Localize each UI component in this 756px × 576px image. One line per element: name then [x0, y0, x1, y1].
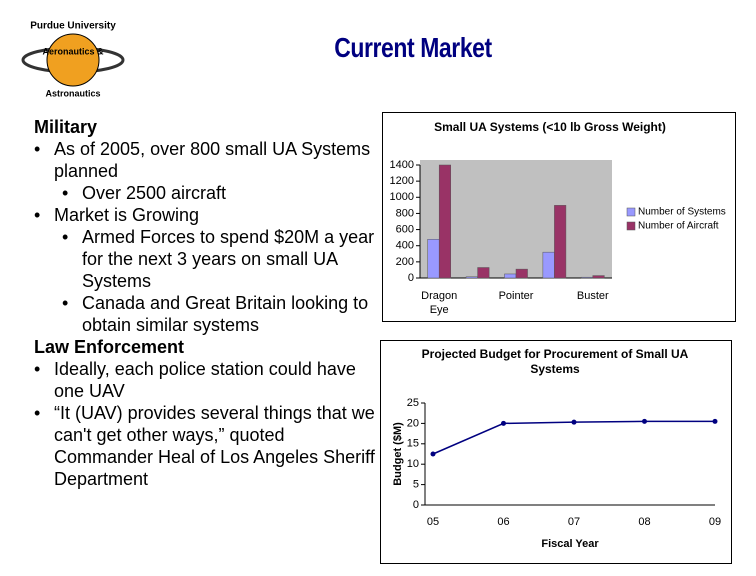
bar [554, 205, 567, 279]
bar [592, 275, 605, 279]
x-tick-label: 05 [427, 516, 439, 528]
legend-swatch [626, 221, 636, 231]
section-heading: Law Enforcement [34, 337, 185, 357]
bar [465, 276, 478, 279]
y-tick-label: 600 [396, 223, 414, 235]
bullet: Market is Growing [34, 204, 379, 226]
bullets: MilitaryAs of 2005, over 800 small UA Sy… [34, 116, 379, 490]
logo-top: Purdue University [30, 21, 116, 32]
section-heading: Military [34, 117, 98, 137]
legend-label: Number of Aircraft [638, 221, 719, 232]
marker [712, 418, 718, 424]
y-tick-label: 1200 [390, 175, 414, 187]
x-tick-label: 06 [497, 516, 509, 528]
logo-disk [46, 33, 100, 87]
y-tick-label: 1000 [390, 191, 414, 203]
bar [438, 164, 451, 279]
chart-title: Projected Budget for Procurement of Smal… [421, 347, 689, 376]
bullet: Ideally, each police station could have … [34, 358, 379, 402]
x-tick-label: Buster [577, 290, 609, 302]
x-tick-label: 09 [709, 516, 721, 528]
plot-area [420, 160, 612, 278]
y-tick-label: 0 [413, 499, 419, 511]
marker [430, 451, 436, 457]
y-tick-label: 400 [396, 240, 414, 252]
marker [501, 420, 506, 426]
chart-frame [380, 340, 732, 564]
logo: Purdue University Aeronautics & Astronau… [21, 21, 125, 98]
bullet: “It (UAV) provides several things that w… [34, 402, 379, 490]
y-tick-label: 25 [407, 397, 419, 409]
y-tick-label: 0 [408, 272, 414, 284]
bar [504, 273, 517, 279]
y-tick-label: 800 [396, 207, 414, 219]
x-tick-label: Pointer [499, 290, 534, 302]
y-tick-label: 200 [396, 256, 414, 268]
legend-label: Number of Systems [638, 207, 726, 218]
x-tick-label: 07 [568, 516, 580, 528]
marker [642, 418, 647, 424]
bar [542, 251, 555, 279]
legend-swatch [626, 207, 636, 217]
y-tick-label: 1400 [390, 159, 414, 171]
slide-title: Current Market [334, 32, 492, 63]
y-tick-label: 20 [407, 417, 419, 429]
y-axis-label: Budget ($M) [392, 422, 404, 486]
x-tick-label: 08 [638, 516, 650, 528]
chart-title: Small UA Systems (<10 lb Gross Weight) [434, 120, 666, 134]
logo-bottom: Astronautics [45, 88, 100, 98]
x-tick-label: Dragon Eye [421, 290, 457, 316]
bar [427, 239, 440, 279]
y-tick-label: 10 [407, 458, 419, 470]
sub-bullet: Canada and Great Britain looking to obta… [62, 292, 379, 336]
x-axis-label: Fiscal Year [541, 538, 599, 550]
chart-frame [382, 112, 736, 322]
y-tick-label: 15 [407, 438, 419, 450]
bullet: As of 2005, over 800 small UA Systems pl… [34, 138, 379, 182]
marker [571, 419, 577, 425]
bar [515, 268, 528, 279]
line [432, 420, 715, 455]
y-tick-label: 5 [413, 479, 419, 491]
sub-bullet: Armed Forces to spend $20M a year for th… [62, 226, 379, 292]
sub-bullet: Over 2500 aircraft [62, 182, 379, 204]
bar [477, 267, 490, 279]
bar [581, 276, 594, 279]
logo-middle: Aeronautics & [42, 46, 104, 56]
